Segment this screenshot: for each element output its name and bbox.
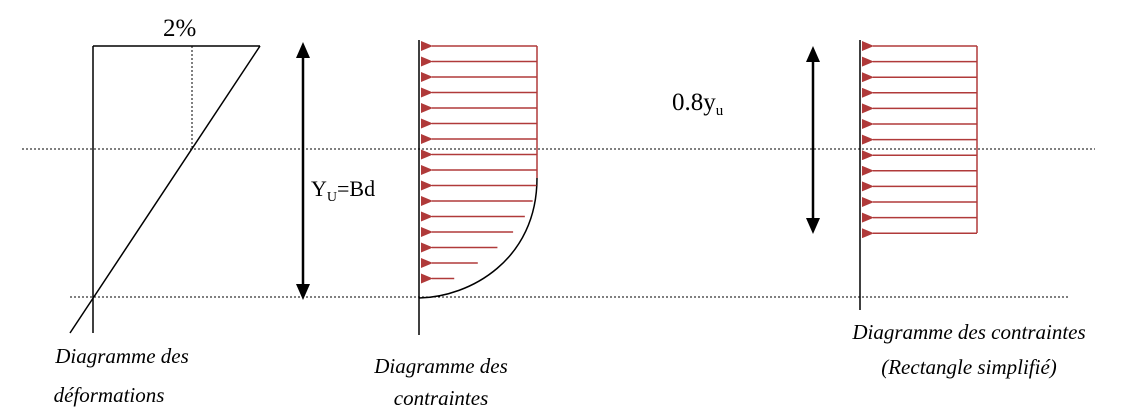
rect-depth-arrow-head-bottom xyxy=(806,218,820,234)
rect-caption-line2: (Rectangle simplifié) xyxy=(881,355,1057,379)
rect-stress-arrows xyxy=(862,41,977,239)
rect-caption-line1: Diagramme des contraintes xyxy=(851,320,1085,344)
stress-arrows xyxy=(421,41,537,284)
stress-diagram: Diagramme des contraintes xyxy=(373,40,538,410)
rect-depth-arrow-head-top xyxy=(806,46,820,62)
strain-top-label: 2% xyxy=(163,15,196,42)
depth-arrow-head-top xyxy=(296,42,310,58)
strain-caption-line1: Diagramme des xyxy=(54,344,189,368)
stress-caption-line1: Diagramme des xyxy=(373,354,508,378)
rect-depth-label: 0.8yu xyxy=(672,89,724,119)
depth-arrow: YU=Bd xyxy=(296,42,375,300)
depth-arrow-label: YU=Bd xyxy=(311,176,375,205)
strain-caption-line2: déformations xyxy=(54,383,165,407)
depth-arrow-head-bottom xyxy=(296,284,310,300)
stress-caption-line2: contraintes xyxy=(394,386,489,410)
rect-depth-arrow: 0.8yu xyxy=(672,46,820,234)
rect-stress-diagram: Diagramme des contraintes (Rectangle sim… xyxy=(851,40,1086,379)
strain-diagram: 2% Diagramme des déformations xyxy=(54,15,261,407)
stress-parabola-curve xyxy=(418,177,538,299)
strain-diagonal xyxy=(69,45,261,334)
